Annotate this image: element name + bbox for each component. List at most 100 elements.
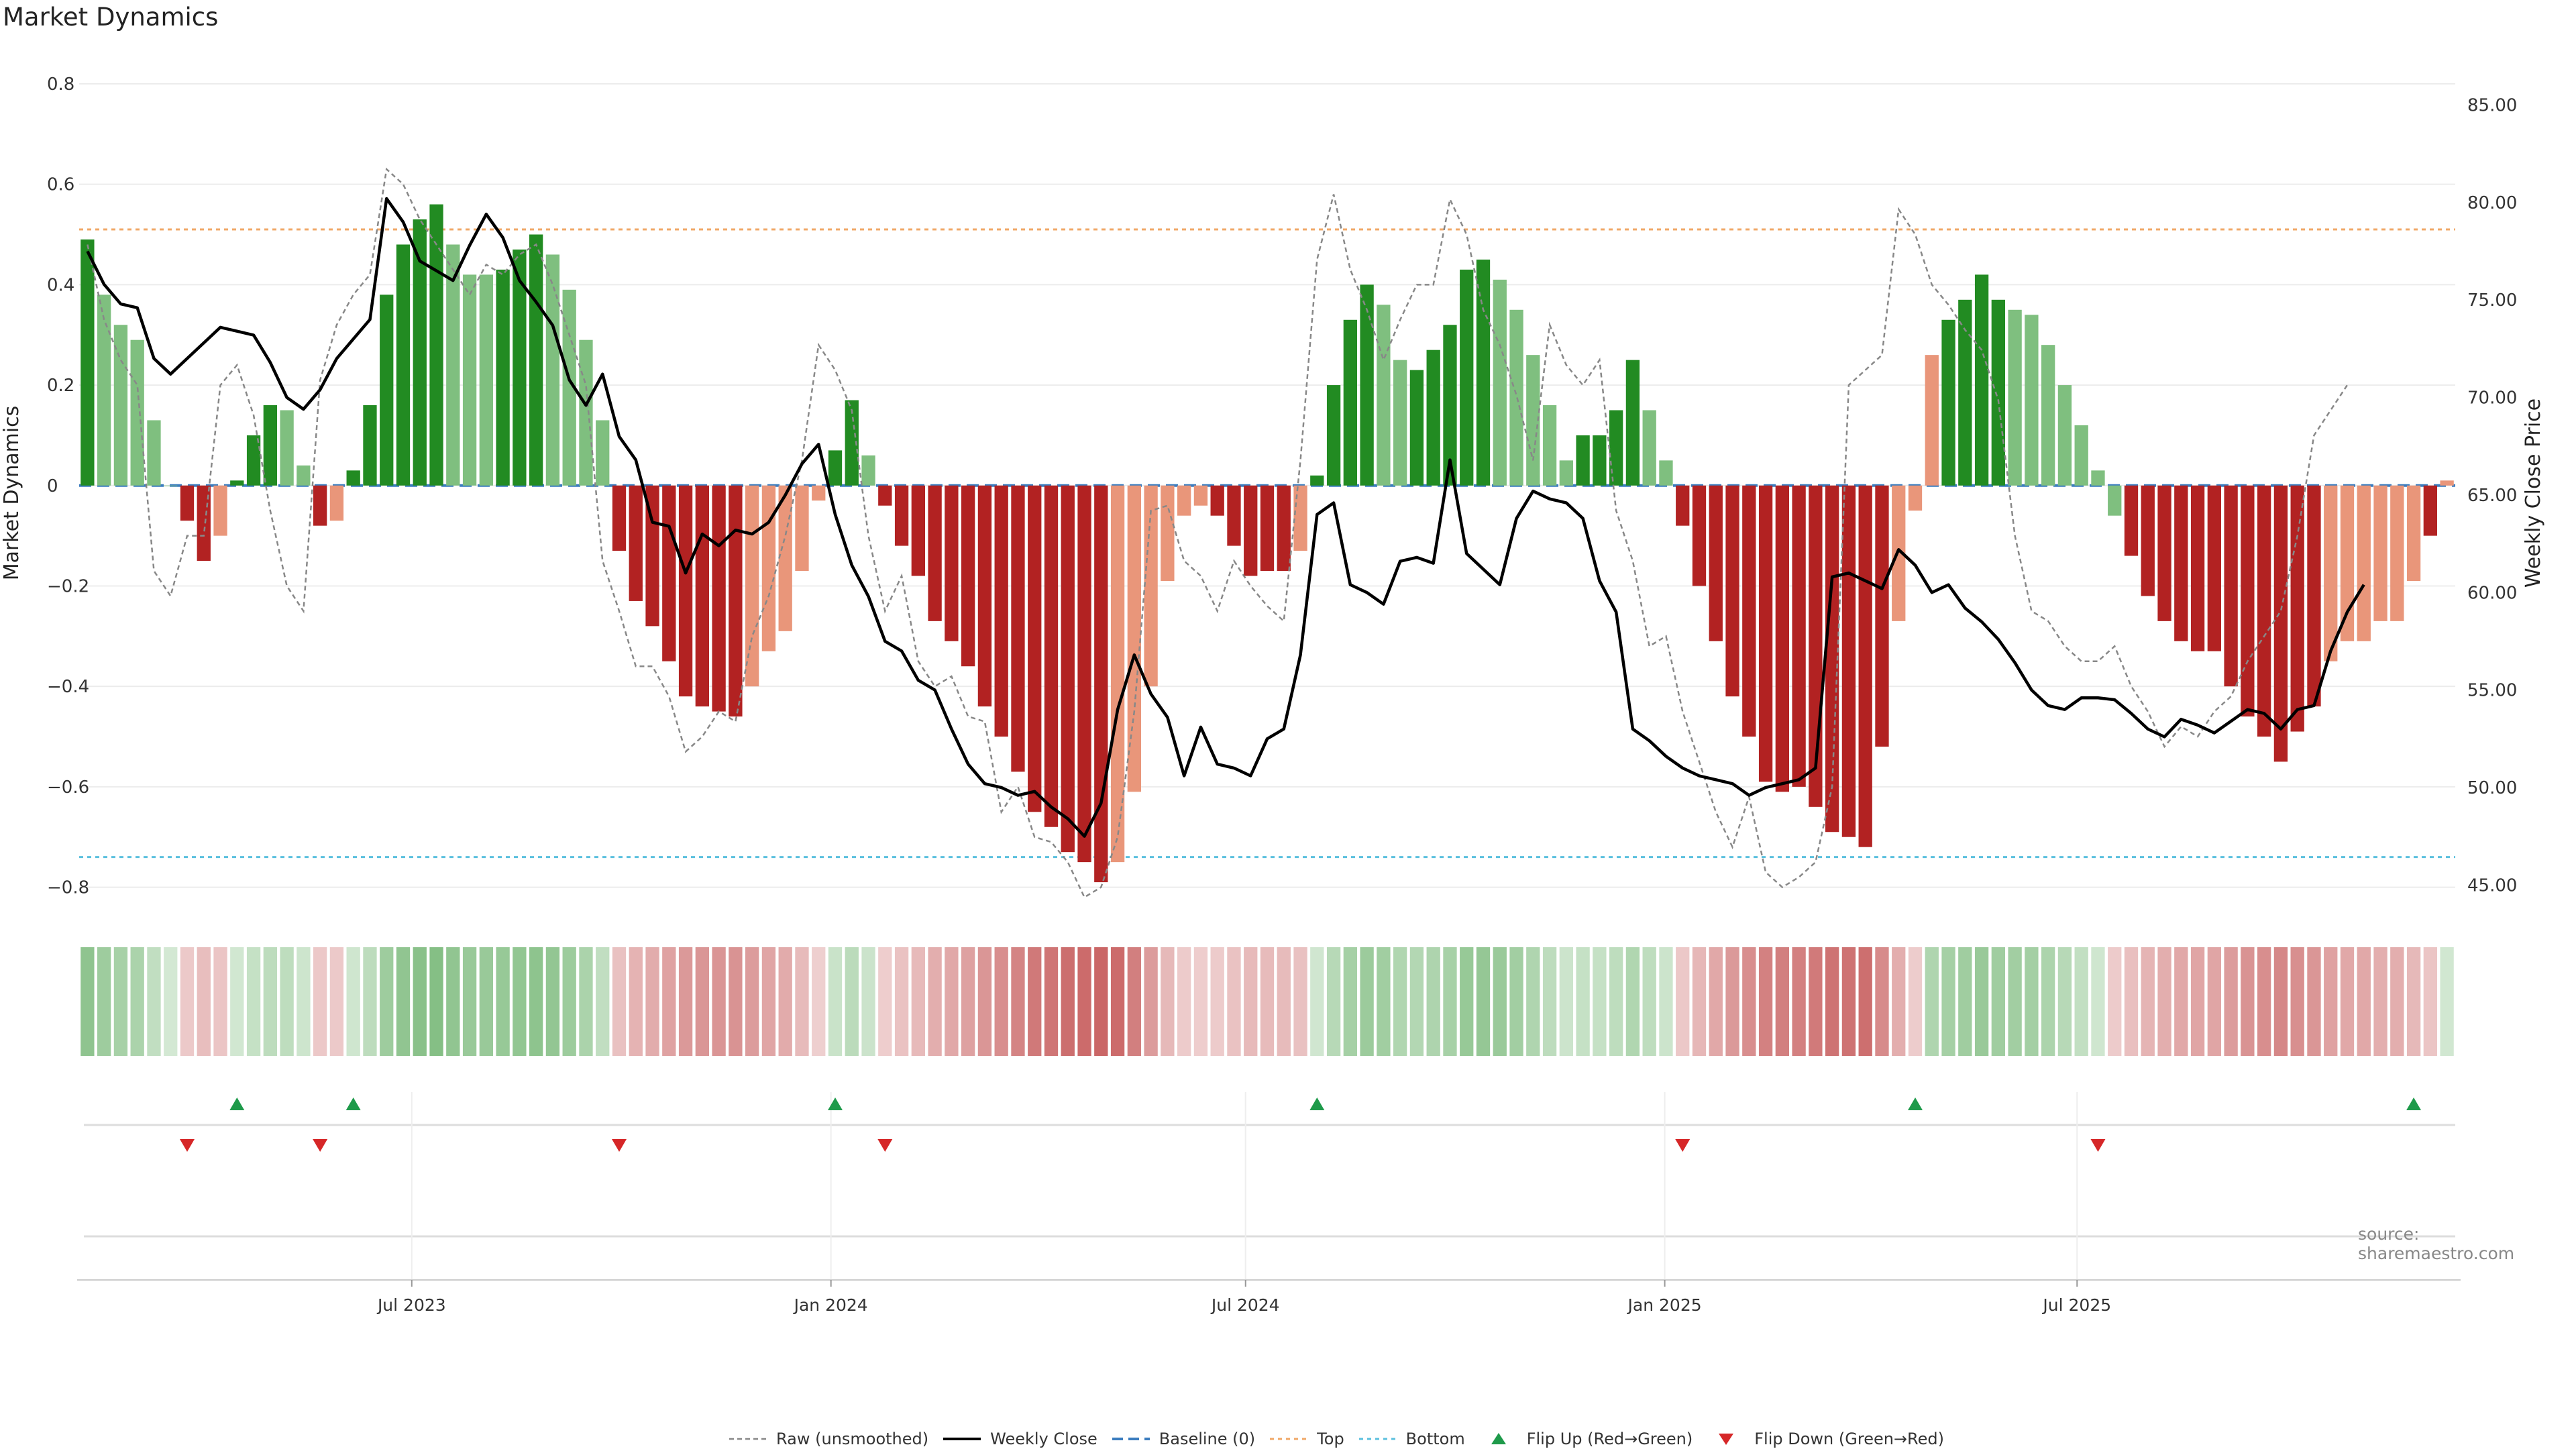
dynamics-bar — [1177, 485, 1191, 516]
dynamics-bar — [462, 274, 477, 486]
dynamics-bar — [446, 244, 460, 486]
trend-strip-cell — [413, 947, 427, 1056]
trend-strip-cell — [2290, 947, 2304, 1056]
dynamics-bar — [2207, 485, 2222, 651]
trend-strip-cell — [329, 947, 344, 1056]
trend-strip-cell — [1443, 947, 1457, 1056]
dynamics-bar — [1094, 485, 1108, 883]
dynamics-bar — [2190, 485, 2205, 651]
dynamics-bar — [662, 485, 676, 661]
x-axis: Jul 2023 Jan 2024 Jul 2024 Jan 2025 Jul 2025 — [77, 1279, 2461, 1315]
trend-strip-cell — [2340, 947, 2355, 1056]
trend-strip-cell — [2091, 947, 2105, 1056]
dynamics-bar — [513, 249, 527, 486]
dynamics-bar — [363, 405, 377, 486]
dynamics-bar — [2357, 485, 2371, 641]
axes: 0.8 0.6 0.4 0.2 0 −0.2 −0.4 −0.6 −0.8 85.00 80.00 7… — [0, 74, 2545, 898]
flip-up-marker — [1908, 1097, 1923, 1110]
trend-strip-cell — [1875, 947, 1889, 1056]
trend-strip-cell — [2108, 947, 2122, 1056]
dynamics-bar — [2174, 485, 2188, 641]
trend-strip-cell — [678, 947, 693, 1056]
raw-line — [87, 167, 2349, 899]
dynamics-bar — [1792, 485, 1806, 787]
trend-strip-cell — [1609, 947, 1623, 1056]
weekly-close-line — [86, 197, 2365, 838]
trend-strip-cell — [164, 947, 178, 1056]
trend-strip-cell — [977, 947, 992, 1056]
dynamics-bar — [778, 485, 792, 631]
trend-strip-cell — [1991, 947, 2006, 1056]
dynamics-bar — [1443, 325, 1457, 486]
trend-strip-cell — [1825, 947, 1839, 1056]
flip-up-marker — [229, 1097, 245, 1110]
flip-down-marker — [2090, 1139, 2106, 1152]
dynamics-bar — [213, 485, 227, 536]
dynamics-bar — [380, 294, 394, 486]
dynamics-bar — [1244, 485, 1258, 576]
flip-down-marker — [1675, 1139, 1690, 1152]
y-tick-label: −0.8 — [47, 878, 89, 898]
dynamics-bars — [80, 204, 2454, 883]
legend-swatch — [943, 1438, 981, 1440]
dynamics-bar — [113, 325, 128, 486]
dynamics-bar — [1509, 309, 1523, 486]
dynamics-bar — [579, 339, 593, 486]
trend-strip-cell — [2406, 947, 2421, 1056]
dynamics-bar — [629, 485, 643, 601]
trend-strip-cell — [230, 947, 244, 1056]
dynamics-bar — [945, 485, 959, 641]
trend-strip-cell — [380, 947, 394, 1056]
dynamics-bar — [1210, 485, 1224, 516]
trend-strip-cell — [197, 947, 211, 1056]
trend-strip-cell — [1559, 947, 1574, 1056]
trend-strip-cell — [878, 947, 892, 1056]
trend-strip-cell — [1725, 947, 1739, 1056]
dynamics-bar — [1377, 305, 1391, 486]
dynamics-bar — [1277, 485, 1291, 572]
dynamics-bar — [1326, 385, 1341, 486]
trend-strip-cell — [1493, 947, 1507, 1056]
trend-strip-cell — [429, 947, 443, 1056]
trend-strip-cell — [945, 947, 959, 1056]
dynamics-bar — [479, 274, 494, 486]
dynamics-bar — [729, 485, 743, 717]
trend-strip-cell — [745, 947, 759, 1056]
dynamics-bar — [1709, 485, 1723, 641]
y-tick-label: 0.8 — [47, 74, 74, 95]
trend-strip-cell — [612, 947, 627, 1056]
trend-strip-cell — [1841, 947, 1856, 1056]
trend-strip-cell — [1326, 947, 1341, 1056]
dynamics-bar — [2440, 480, 2454, 486]
legend-item-top: Top — [1269, 1430, 1344, 1448]
dynamics-bar — [878, 485, 892, 506]
trend-strip-cell — [2224, 947, 2238, 1056]
trend-strip-cell — [1360, 947, 1374, 1056]
trend-strip-cell — [1061, 947, 1075, 1056]
trend-strip-cell — [363, 947, 377, 1056]
source-note: source: sharemaestro.com — [2358, 1224, 2515, 1263]
trend-strip-cell — [729, 947, 743, 1056]
trend-strip-cell — [1110, 947, 1125, 1056]
dynamics-bar — [2157, 485, 2171, 621]
legend-label: Bottom — [1405, 1430, 1465, 1448]
trend-strip-cell — [1809, 947, 1823, 1056]
trend-strip-cell — [1393, 947, 1407, 1056]
dynamics-bar — [977, 485, 992, 707]
trend-strip-cell — [1210, 947, 1224, 1056]
flip-up-marker — [828, 1097, 843, 1110]
dynamics-bar — [1825, 485, 1839, 833]
y2-tick-label: 85.00 — [2467, 96, 2517, 116]
trend-strip-cell — [1343, 947, 1358, 1056]
y2-tick-label: 70.00 — [2467, 388, 2517, 409]
dynamics-bar — [1360, 284, 1374, 486]
dynamics-bar — [1044, 485, 1059, 827]
trend-strip-cell — [1227, 947, 1241, 1056]
y-axis-label: Market Dynamics — [0, 406, 23, 581]
dynamics-bar — [1193, 485, 1208, 506]
dynamics-bar — [2257, 485, 2271, 737]
y-tick-label: 0.2 — [47, 376, 74, 396]
dynamics-bar — [1493, 279, 1507, 486]
dynamics-bar — [1974, 274, 1989, 486]
trend-strip-cell — [761, 947, 776, 1056]
